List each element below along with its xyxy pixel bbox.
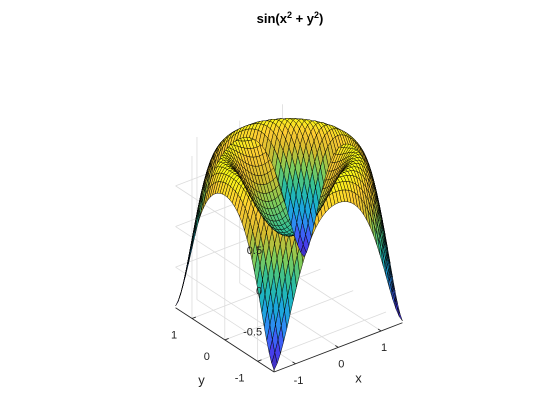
tick-labels: -1 0 1 -1 0 1 -0.5 0 0.5 [171,245,387,387]
z-tick-label: 0.5 [247,245,262,257]
left-wall-grid-z [175,266,275,332]
x-tick-label: 1 [381,342,387,354]
y-tick-mark [224,338,229,341]
chart-title: sin(x2 + y2) [257,10,324,26]
x-axis-label: x [355,371,362,386]
x-tick-mark [292,361,296,365]
title-part-base: sin(x [257,11,288,26]
z-tick-label: 0 [256,286,262,298]
y-tick-label: 1 [171,330,177,342]
y-tick-label: -1 [235,372,245,384]
x-tick-label: 0 [338,358,344,370]
surface-face [300,244,307,257]
y-tick-mark [257,359,262,362]
title-superscript-y: 2 [314,10,319,20]
x-tick-label: -1 [294,375,304,387]
x-tick-mark [335,345,339,348]
y-tick-label: 0 [204,351,210,363]
x-tick-mark [377,328,382,332]
title-superscript-x: 2 [287,10,292,20]
z-tick-label: -0.5 [243,326,262,338]
y-axis-label: y [198,372,205,387]
surface-mesh [175,118,403,371]
title-part-end: ) [319,11,323,26]
y-tick-mark [191,316,196,319]
title-part-mid: + y [292,11,315,26]
